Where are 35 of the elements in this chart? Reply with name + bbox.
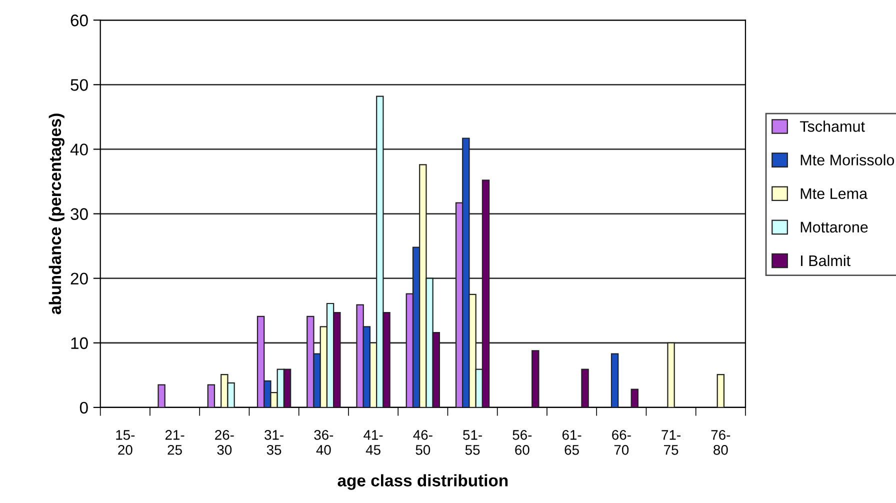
bar [581, 368, 589, 408]
y-tick-label: 10 [71, 337, 88, 350]
legend-label: Tschamut [800, 120, 865, 132]
x-tick-label: 66- 70 [612, 430, 631, 455]
x-tick-label: 36- 40 [314, 430, 334, 455]
legend-label: I Balmit [801, 254, 850, 266]
bar [716, 374, 725, 408]
y-tick-label: 30 [70, 208, 88, 220]
y-axis-title: abundance (percentages) [48, 114, 64, 314]
x-tick-label: 71- 75 [662, 430, 680, 455]
legend-label: Mte Morissolo [800, 154, 894, 166]
bar [207, 384, 216, 408]
x-tick-label: 31- 35 [264, 430, 284, 455]
x-tick-label: 15- 20 [116, 430, 135, 455]
bar [158, 384, 166, 408]
y-tick-label: 20 [70, 272, 88, 285]
x-tick-label: 61- 65 [562, 430, 582, 455]
legend-label: Mte Lema [800, 188, 868, 200]
legend-label: Mottarone [800, 222, 868, 233]
y-tick-label: 50 [70, 79, 88, 91]
bar [532, 350, 540, 408]
y-tick-label: 60 [70, 14, 88, 26]
bar [610, 353, 619, 408]
x-tick-label: 76- 80 [711, 430, 730, 455]
x-tick-label: 46- 50 [413, 430, 432, 455]
x-tick-label: 51- 55 [463, 430, 482, 455]
x-tick-label: 41- 45 [364, 430, 383, 455]
y-tick-label: 0 [80, 402, 88, 414]
x-tick-label: 56- 60 [512, 430, 532, 455]
y-tick-label: 40 [70, 144, 88, 156]
bar [667, 342, 675, 408]
x-axis-title: age class distribution [338, 474, 508, 490]
bar [630, 388, 639, 408]
x-tick-label: 21- 25 [165, 430, 184, 455]
x-tick-label: 26- 30 [215, 430, 234, 455]
